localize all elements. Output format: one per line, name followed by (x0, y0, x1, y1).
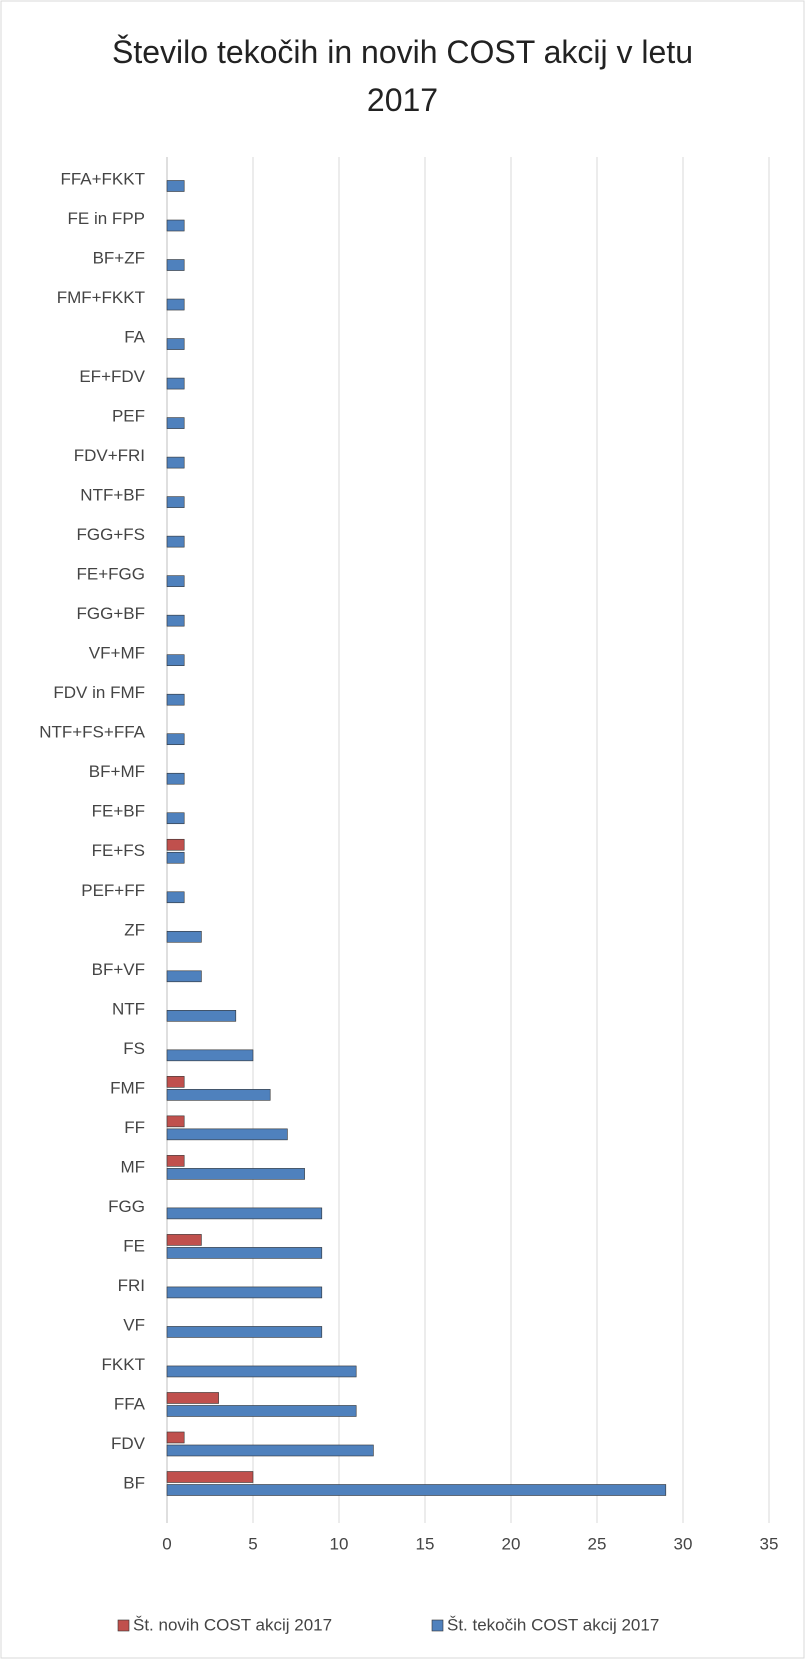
y-tick-label: FDV in FMF (53, 683, 145, 702)
y-tick-label: BF+MF (89, 762, 145, 781)
y-tick-label: PEF (112, 407, 145, 426)
bar (166, 456, 185, 469)
bar (166, 1128, 288, 1141)
y-tick-label: FF (124, 1118, 145, 1137)
bar (166, 1392, 219, 1404)
y-tick-label: FFA+FKKT (60, 169, 145, 188)
y-tick-label: ZF (124, 920, 145, 939)
bar (166, 970, 202, 983)
x-tick-label: 5 (248, 1534, 257, 1553)
x-tick-label: 0 (162, 1534, 171, 1553)
y-tick-label: VF (123, 1315, 145, 1334)
bar (166, 851, 185, 864)
y-tick-label: NTF+BF (80, 486, 145, 505)
y-tick-label: EF+FDV (79, 367, 145, 386)
bar (166, 1010, 237, 1022)
x-tick-label: 35 (760, 1534, 779, 1553)
bar (166, 838, 185, 851)
bar (166, 496, 185, 508)
x-tick-label: 20 (502, 1534, 521, 1553)
y-tick-label: MF (120, 1157, 145, 1176)
y-tick-label: NTF+FS+FFA (39, 723, 145, 742)
bar (166, 417, 185, 429)
y-tick-label: VF+MF (89, 644, 145, 663)
bar (166, 575, 185, 587)
legend-label: Št. novih COST akcij 2017 (133, 1615, 332, 1634)
bar (166, 614, 185, 627)
bar (166, 1115, 185, 1128)
bar (166, 1089, 271, 1101)
y-tick-label: FGG (108, 1197, 145, 1216)
y-tick-label: BF+VF (92, 960, 145, 979)
x-tick-label: 25 (588, 1534, 607, 1553)
x-tick-label: 10 (330, 1534, 349, 1553)
bar (166, 1484, 667, 1496)
bar (166, 1444, 374, 1457)
y-tick-label: FRI (118, 1276, 145, 1295)
bar (166, 1168, 305, 1180)
y-tick-label: FE+FGG (77, 565, 145, 584)
bar (166, 1286, 323, 1299)
bar (166, 930, 202, 943)
x-tick-label: 15 (416, 1534, 435, 1553)
legend-swatch (431, 1619, 444, 1632)
y-tick-label: FE (123, 1236, 145, 1255)
y-tick-label: FE in FPP (68, 209, 145, 228)
bar (166, 1076, 185, 1088)
bar (166, 772, 185, 785)
y-tick-label: FMF+FKKT (57, 288, 145, 307)
bar (166, 1155, 185, 1167)
y-tick-label: NTF (112, 999, 145, 1018)
bar (166, 654, 185, 666)
bar (166, 219, 185, 232)
bar (166, 733, 185, 746)
y-tick-label: FGG+FS (77, 525, 145, 544)
y-tick-label: FDV+FRI (74, 446, 145, 465)
y-tick-label: FE+BF (92, 802, 145, 821)
bar (166, 1326, 323, 1338)
y-tick-label: BF (123, 1473, 145, 1492)
y-tick-label: PEF+FF (81, 881, 145, 900)
x-tick-label: 30 (674, 1534, 693, 1553)
y-tick-label: FGG+BF (77, 604, 145, 623)
y-tick-label: FFA (114, 1394, 146, 1413)
bar (166, 180, 185, 192)
bar (166, 1431, 185, 1444)
bar (166, 1049, 254, 1062)
bar (166, 1234, 202, 1246)
bar (166, 338, 185, 350)
y-tick-label: FMF (110, 1078, 145, 1097)
bar (166, 1207, 323, 1220)
y-tick-label: FDV (111, 1434, 146, 1453)
bar (166, 693, 185, 706)
y-tick-label: FA (124, 328, 145, 347)
bar (166, 1471, 254, 1483)
bar (166, 891, 185, 904)
y-tick-label: FE+FS (92, 841, 145, 860)
bar (166, 812, 185, 825)
bar (166, 377, 185, 390)
chart-title: Število tekočih in novih COST akcij v le… (112, 34, 693, 118)
y-tick-label: BF+ZF (93, 249, 145, 268)
bar (166, 259, 185, 271)
bar (166, 1247, 323, 1259)
bar (166, 1365, 357, 1378)
legend-swatch (117, 1619, 130, 1632)
bar (166, 535, 185, 548)
bar (166, 298, 185, 311)
y-tick-label: FKKT (102, 1355, 145, 1374)
y-tick-label: FS (123, 1039, 145, 1058)
bar (166, 1405, 357, 1417)
legend-label: Št. tekočih COST akcij 2017 (447, 1615, 659, 1634)
